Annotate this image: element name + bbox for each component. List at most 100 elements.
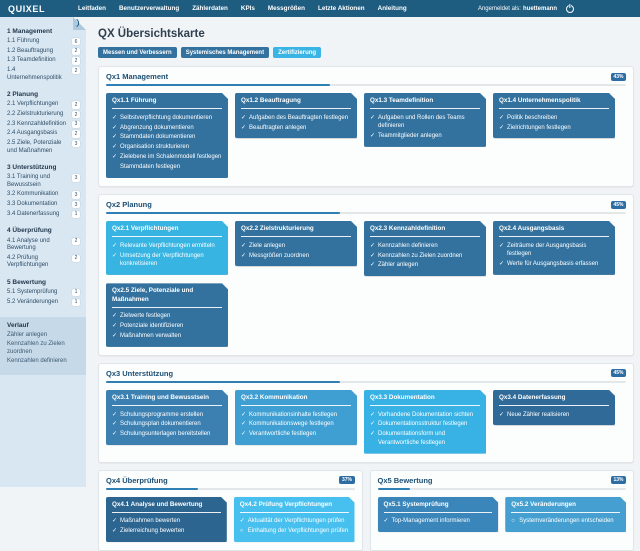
task-item[interactable]: ✓ Ziele anlegen — [241, 242, 351, 250]
check-icon: ✓ — [112, 242, 118, 249]
nav-item[interactable]: Letzte Aktionen — [317, 5, 365, 12]
card-qx3-1[interactable]: Qx3.1 Training und Bewusstsein ✓ Schulungs… — [106, 390, 228, 445]
task-item[interactable]: ✓ Politik beschreiben — [499, 114, 609, 122]
task-item[interactable]: ✓ Messgrößen zuordnen — [241, 252, 351, 260]
card-qx5-1[interactable]: Qx5.1 Systemprüfung ✓ Top-Management infor… — [378, 497, 499, 533]
card-qx2-5[interactable]: Qx2.5 Ziele, Potenziale und Maßnahmen ✓ Zi… — [106, 283, 228, 347]
sidebar-item[interactable]: 1.2 Beauftragung 2 — [7, 47, 80, 57]
sidebar-item[interactable]: 5.1 Systemprüfung 1 — [7, 288, 80, 298]
task-item[interactable]: ✓ Schulungsunterlagen bereitstellen — [112, 430, 222, 438]
sidebar-item[interactable]: 2.3 Kennzahldefinition 3 — [7, 120, 80, 130]
sidebar-group-title: 5 Bewertung — [7, 278, 47, 286]
task-item[interactable]: ✓ Schulungsprogramme erstellen — [112, 411, 222, 419]
task-item[interactable]: ✓ Kennzahlen definieren — [370, 242, 480, 250]
sidebar-item[interactable]: 2.2 Zielstrukturierung 2 — [7, 110, 80, 120]
task-item[interactable]: ✓ Aufgaben des Beauftragten festlegen — [241, 114, 351, 122]
task-item[interactable]: ✓ Neue Zähler realisieren — [499, 411, 609, 419]
task-item[interactable]: ✓ Selbstverpflichtung dokumentieren — [112, 114, 222, 122]
task-item[interactable]: ✓ Aufgaben und Rollen des Teams definiere… — [370, 114, 480, 131]
task-label: Aufgaben und Rollen des Teams definieren — [378, 114, 465, 130]
task-item[interactable]: ✓ Organisation strukturieren — [112, 143, 222, 151]
task-item[interactable]: ○ Einhaltung der Verpflichtungen prüfen — [240, 527, 349, 535]
nav-item[interactable]: Leitfaden — [78, 5, 106, 12]
task-item[interactable]: ○ Systemveränderungen entscheiden — [511, 517, 620, 525]
task-item[interactable]: ✓ Maßnahmen bewerten — [112, 517, 221, 525]
tag-button[interactable]: Messen und Verbessern — [98, 47, 177, 58]
nav-item[interactable]: Messgrößen — [267, 5, 305, 12]
sidebar-item[interactable]: 2.4 Ausgangsbasis 2 — [7, 129, 80, 139]
nav-item[interactable]: KPIs — [240, 5, 255, 12]
sidebar-item[interactable]: 2.1 Verpflichtungen 2 — [7, 100, 80, 110]
card-qx1-1[interactable]: Qx1.1 Führung ✓ Selbstverpflichtung dokume… — [106, 93, 228, 178]
task-item[interactable]: ✓ Zähler anlegen — [370, 261, 480, 269]
sidebar-item[interactable]: 3.1 Training und Bewusstsein 3 — [7, 173, 80, 190]
task-item[interactable]: ✓ Zeiträume der Ausgangsbasis festlegen — [499, 242, 609, 259]
task-label: Vorhandene Dokumentation sichten — [378, 411, 474, 418]
card-qx5-2[interactable]: Qx5.2 Veränderungen ○ Systemveränderungen … — [505, 497, 626, 533]
nav-item[interactable]: Benutzerverwaltung — [119, 5, 180, 12]
task-item[interactable]: ✓ Kommunikationsinhalte festlegen — [241, 411, 351, 419]
sidebar-item[interactable]: 1.1 Führung 6 — [7, 37, 80, 47]
task-item[interactable]: Stammdaten festlegen — [112, 163, 222, 171]
nav-item[interactable]: Zählerdaten — [192, 5, 228, 12]
sidebar-item[interactable]: 1.3 Teamdefinition 2 — [7, 56, 80, 66]
task-item[interactable]: ✓ Beauftragten anlegen — [241, 124, 351, 132]
card-qx2-3[interactable]: Qx2.3 Kennzahldefinition ✓ Kennzahlen defi… — [364, 221, 486, 276]
task-item[interactable]: ✓ Kommunikationswege festlegen — [241, 420, 351, 428]
card-qx4-1[interactable]: Qx4.1 Analyse und Bewertung ✓ Maßnahmen be… — [106, 497, 227, 542]
task-item[interactable]: ✓ Zielrichtungen festlegen — [499, 124, 609, 132]
task-item[interactable]: ✓ Vorhandene Dokumentation sichten — [370, 411, 480, 419]
card-task-list: ✓ Aufgaben des Beauftragten festlegen ✓ Bea… — [235, 109, 357, 132]
sidebar-item[interactable]: 5.2 Veränderungen 1 — [7, 298, 80, 308]
card-qx3-4[interactable]: Qx3.4 Datenerfassung ✓ Neue Zähler realisi… — [493, 390, 615, 426]
task-item[interactable]: ✓ Relevante Verpflichtungen ermitteln — [112, 242, 222, 250]
task-item[interactable]: ✓ Dokumentationsstruktur festlegen — [370, 420, 480, 428]
sidebar-history-item[interactable]: Zähler anlegen — [7, 331, 48, 338]
task-item[interactable]: ✓ Schulungsplan dokumentieren — [112, 420, 222, 428]
section-progress-bar — [377, 487, 626, 490]
task-item[interactable]: ✓ Top-Management informieren — [384, 517, 493, 525]
card-title: Qx3.1 Training und Bewusstsein — [112, 390, 222, 406]
check-icon: ✓ — [112, 411, 118, 418]
card-qx2-2[interactable]: Qx2.2 Zielstrukturierung ✓ Ziele anlegen ✓ M… — [235, 221, 357, 266]
task-item[interactable]: ✓ Stammdaten dokumentieren — [112, 133, 222, 141]
task-item[interactable]: ✓ Umsetzung der Verpflichtungen konkretis… — [112, 252, 222, 269]
card-qx4-2[interactable]: Qx4.2 Prüfung Verpflichtungen ✓ Aktualität… — [234, 497, 355, 542]
card-qx2-1[interactable]: Qx2.1 Verpflichtungen ✓ Relevante Verpflic… — [106, 221, 228, 275]
task-item[interactable]: ✓ Zielwerte festlegen — [112, 312, 222, 320]
task-item[interactable]: ✓ Zielerreichung bewerten — [112, 527, 221, 535]
task-item[interactable]: ✓ Verantwortliche festlegen — [241, 430, 351, 438]
card-qx3-2[interactable]: Qx3.2 Kommunikation ✓ Kommunikationsinhalt… — [235, 390, 357, 445]
sidebar-group: 3 Unterstützung 3.1 Training und Bewussts… — [7, 164, 80, 219]
sidebar-item[interactable]: 3.4 Datenerfassung 1 — [7, 210, 80, 220]
task-item[interactable]: ✓ Maßnahmen verwalten — [112, 332, 222, 340]
sidebar-item[interactable]: 3.3 Dokumentation 3 — [7, 200, 80, 210]
task-item[interactable]: ✓ Dokumentationsform und Verantwortliche … — [370, 430, 480, 447]
card-qx3-3[interactable]: Qx3.3 Dokumentation ✓ Vorhandene Dokumenta… — [364, 390, 486, 454]
card-qx1-3[interactable]: Qx1.3 Teamdefinition ✓ Aufgaben und Rollen… — [364, 93, 486, 147]
task-item[interactable]: ✓ Abgrenzung dokumentieren — [112, 124, 222, 132]
task-item[interactable]: ✓ Zielebene im Schalenmodell festlegen — [112, 153, 222, 161]
task-item[interactable]: ✓ Teammitglieder anlegen — [370, 132, 480, 140]
task-item[interactable]: ✓ Werte für Ausgangsbasis erfassen — [499, 260, 609, 268]
tag-button[interactable]: Zertifizierung — [273, 47, 322, 58]
check-icon: ✓ — [241, 421, 247, 428]
sidebar-item[interactable]: 3.2 Kommunikation 3 — [7, 190, 80, 200]
sidebar-item[interactable]: 4.1 Analyse und Bewertung 2 — [7, 236, 80, 253]
task-item[interactable]: ✓ Kennzahlen zu Zielen zuordnen — [370, 252, 480, 260]
card-qx1-4[interactable]: Qx1.4 Unternehmenspolitik ✓ Politik beschr… — [493, 93, 615, 138]
check-icon: ✓ — [112, 528, 118, 535]
sidebar-item[interactable]: 2.5 Ziele, Potenziale und Maßnahmen 3 — [7, 139, 80, 156]
task-item[interactable]: ✓ Aktualität der Verpflichtungen prüfen — [240, 517, 349, 525]
task-item[interactable]: ✓ Potenziale identifizieren — [112, 322, 222, 330]
sidebar-group: 5 Bewertung 5.1 Systemprüfung 1 5.2 Verände… — [7, 279, 80, 307]
sidebar-history-item[interactable]: Kennzahlen definieren — [7, 358, 67, 365]
card-qx2-4[interactable]: Qx2.4 Ausgangsbasis ✓ Zeiträume der Ausgan… — [493, 221, 615, 275]
sidebar-item[interactable]: 1.4 Unternehmenspolitik 2 — [7, 66, 80, 83]
logout-power-icon[interactable] — [566, 4, 574, 13]
nav-item[interactable]: Anleitung — [377, 5, 407, 12]
sidebar-history-item[interactable]: Kennzahlen zu Zielen zuordnen — [7, 341, 65, 355]
card-qx1-2[interactable]: Qx1.2 Beauftragung ✓ Aufgaben des Beauftra… — [235, 93, 357, 138]
sidebar-item[interactable]: 4.2 Prüfung Verpflichtungen 2 — [7, 254, 80, 271]
tag-button[interactable]: Systemisches Management — [180, 47, 270, 58]
